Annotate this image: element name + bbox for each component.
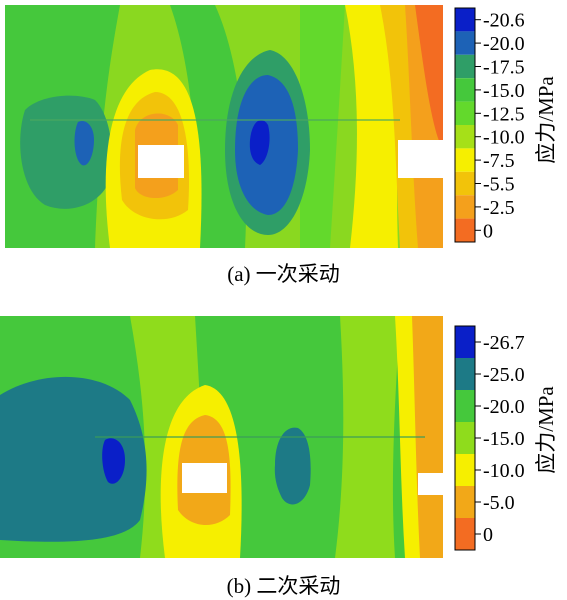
panel-a: -20.6 -20.0 -17.5 -15.0 -12.5 -10.0 -7.5 -5.5 -2…: [5, 5, 558, 286]
colorbar-swatch: [455, 54, 475, 79]
colorbar-tick-label: -12.5: [483, 103, 525, 125]
colorbar-b: -26.7 -25.0 -20.0 -15.0 -10.0 -5.0 0: [454, 325, 525, 551]
colorbar-tick-label: -5.5: [483, 174, 515, 196]
gob-void: [182, 463, 227, 493]
colorbar-swatch: [455, 148, 475, 172]
colorbar-swatch: [455, 125, 475, 149]
colorbar-swatch: [455, 358, 475, 390]
colorbar-swatch: [455, 78, 475, 102]
colorbar-swatch: [455, 218, 475, 242]
colorbar-swatch: [455, 195, 475, 219]
colorbar-swatch: [455, 101, 475, 125]
caption-b: (b) 二次采动: [226, 574, 341, 598]
colorbar-a: -20.6-20.0-17.5-15.0-12.5-10.0-7.5-5.5-2…: [454, 7, 525, 243]
colorbar-tick-label: 0: [483, 524, 493, 546]
colorbar-label-a: 应力/MPa: [534, 76, 558, 164]
contour-map-a: [5, 5, 443, 248]
stress-contour-a: -20.6-20.0-17.5-15.0-12.5-10.0-7.5-5.5-2…: [5, 5, 558, 248]
colorbar-tick-label: -10.0: [483, 460, 525, 482]
colorbar-frame: [454, 7, 476, 243]
colorbar-tick-label: 0: [483, 220, 493, 242]
colorbar-tick-label: -15.0: [483, 428, 525, 450]
colorbar-swatch: [455, 486, 475, 518]
colorbar-label-b: 应力/MPa: [534, 386, 558, 474]
colorbar-tick-label: -26.7: [483, 332, 525, 354]
gob-void: [138, 145, 184, 178]
stress-contour-b: -26.7 -25.0 -20.0 -15.0 -10.0 -5.0 0 应力/MPa: [0, 316, 558, 558]
colorbar-swatch: [455, 422, 475, 454]
gob-void: [398, 140, 443, 178]
colorbar-swatch: [455, 454, 475, 486]
gob-void: [418, 473, 443, 495]
colorbar-tick-label: -20.6: [483, 10, 525, 32]
panel-b: -26.7 -25.0 -20.0 -15.0 -10.0 -5.0 0 应力/MPa (b…: [0, 300, 567, 600]
colorbar-swatch: [455, 390, 475, 422]
colorbar-tick-label: -2.5: [483, 197, 515, 219]
colorbar-swatch: [455, 518, 475, 550]
colorbar-swatch: [455, 171, 475, 196]
contour-map-b: [0, 316, 443, 558]
colorbar-swatch: [455, 8, 475, 32]
colorbar-swatch: [455, 326, 475, 358]
colorbar-swatch: [455, 31, 475, 55]
colorbar-tick-label: -5.0: [483, 492, 515, 514]
colorbar-tick-label: -20.0: [483, 396, 525, 418]
colorbar-tick-label: -15.0: [483, 80, 525, 102]
caption-a: (a) 一次采动: [227, 262, 340, 286]
colorbar-tick-label: -25.0: [483, 364, 525, 386]
colorbar-tick-label: -10.0: [483, 127, 525, 149]
colorbar-tick-label: -7.5: [483, 150, 515, 172]
colorbar-tick-label: -20.0: [483, 33, 525, 55]
colorbar-tick-label: -17.5: [483, 57, 525, 79]
